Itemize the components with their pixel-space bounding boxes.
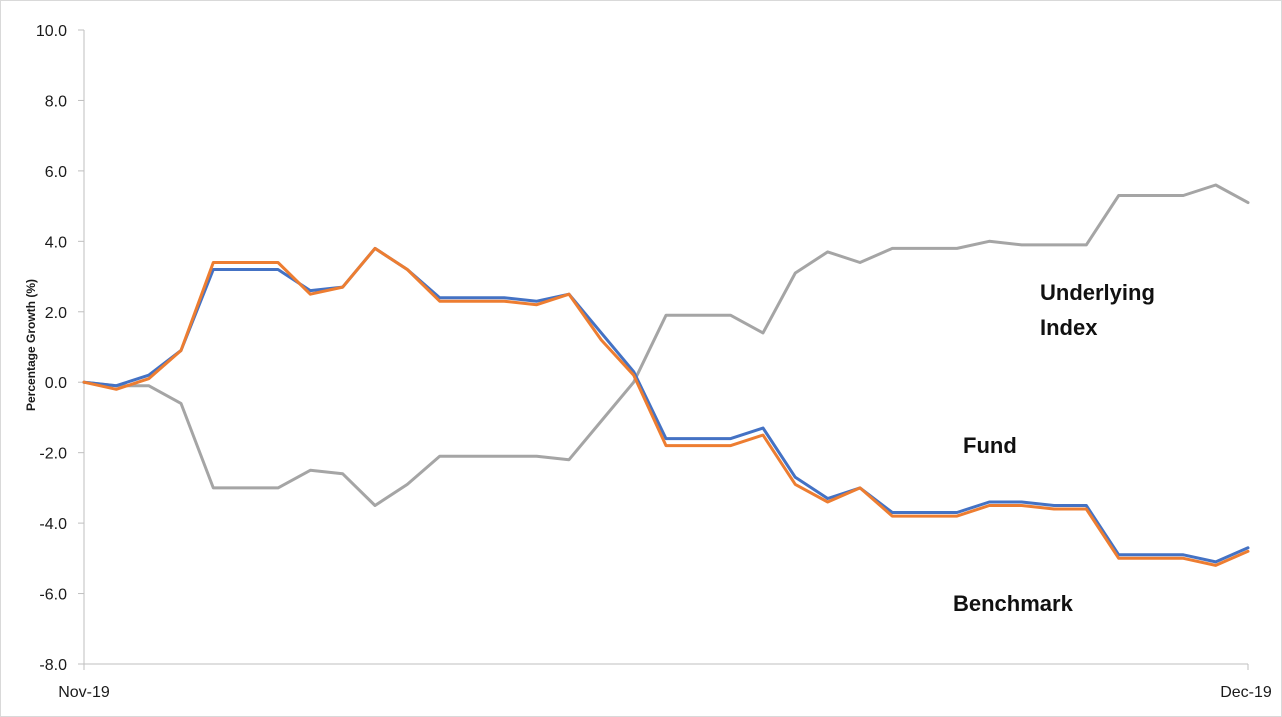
- y-tick-label: 2.0: [45, 305, 67, 322]
- y-tick-label: 4.0: [45, 234, 67, 251]
- x-tick-label-end: Dec-19: [1220, 684, 1272, 701]
- y-tick-label: 10.0: [36, 23, 67, 40]
- y-axis-label: Percentage Growth (%): [24, 279, 38, 411]
- y-tick-label: 6.0: [45, 164, 67, 181]
- series-line-underlying-index: [82, 183, 1250, 507]
- y-tick-label: 8.0: [45, 93, 67, 110]
- y-tick-label: -2.0: [39, 446, 67, 463]
- x-tick-label-start: Nov-19: [58, 684, 110, 701]
- y-tick-label: -6.0: [39, 587, 67, 604]
- x-axis: [83, 663, 1249, 670]
- annotation-fund: Fund: [963, 433, 1017, 458]
- y-tick-label: -4.0: [39, 516, 67, 533]
- series-line-fund: [82, 246, 1250, 564]
- series-line-benchmark: [82, 246, 1250, 567]
- y-tick-label: 0.0: [45, 375, 67, 392]
- y-tick-label: -8.0: [39, 657, 67, 674]
- annotation-benchmark: Benchmark: [953, 591, 1074, 616]
- series-layer: [82, 183, 1250, 567]
- y-axis: 10.0 8.0 6.0 4.0 2.0 0.0 -2.0 -4.0 -6.0 -8.0: [36, 23, 85, 674]
- annotation-underlying: Underlying Index: [1040, 280, 1155, 340]
